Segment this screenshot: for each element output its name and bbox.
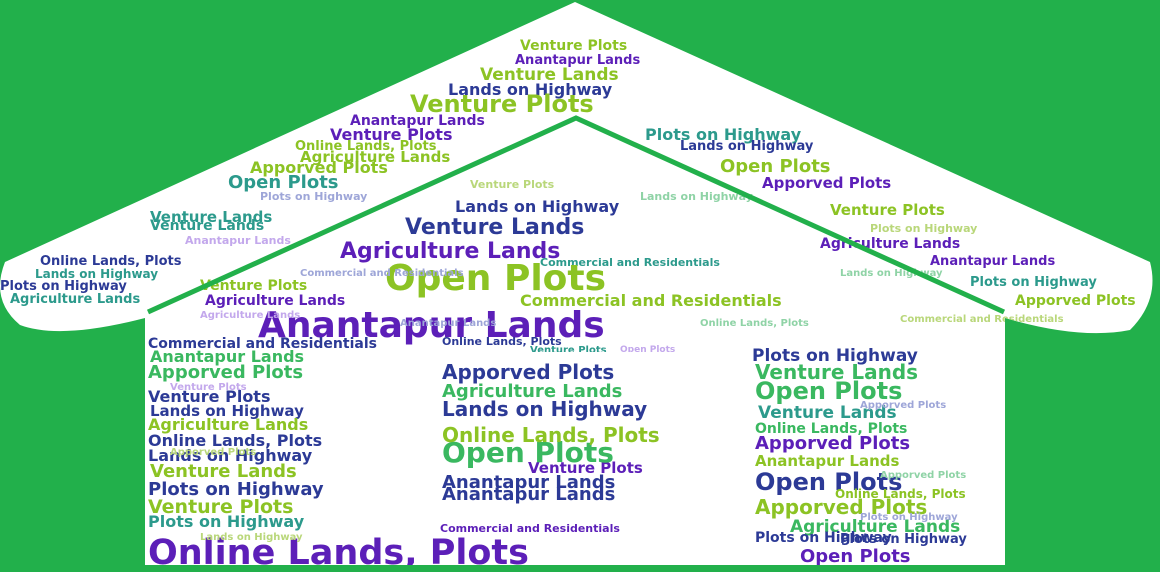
cloud-word: Plots on Highway [148,479,324,500]
cloud-word-faint: Commercial and Residentials [300,268,464,279]
cloud-word: Anantapur Lands [442,472,615,493]
cloud-word: Anantapur Lands [150,347,304,366]
cloud-word: Open Plots [755,468,902,496]
cloud-word: Venture Lands [405,215,584,240]
cloud-word: Agriculture Lands [340,239,560,264]
window-panel [412,352,744,522]
cloud-word: Agriculture Lands [10,292,140,307]
cloud-word: Anantapur Lands [515,53,640,68]
cloud-word: Commercial and Residentials [520,291,782,310]
cloud-word-faint: Venture Plots [470,178,555,191]
cloud-word-faint: Agriculture Lands [200,310,300,321]
cloud-word: Lands on Highway [448,80,613,99]
cloud-word: Apporved Plots [762,174,891,192]
cloud-word: Lands on Highway [442,397,647,421]
cloud-word: Venture Plots [148,496,293,518]
cloud-word-faint: Venture Plots [170,382,247,393]
cloud-word: Apporved Plots [442,360,614,384]
cloud-word: Agriculture Lands [148,415,308,434]
cloud-word: Open Plots [800,546,911,567]
cloud-word: Plots on Highway [752,346,918,366]
cloud-word: Apporved Plots [1015,293,1136,309]
cloud-word: Venture Plots [200,278,307,294]
cloud-word: Lands on Highway [148,446,313,465]
cloud-word: Plots on Highway [645,125,802,144]
cloud-word: Online Lands, Plots [442,423,660,447]
cloud-word: Lands on Highway [680,139,814,154]
cloud-word: Agriculture Lands [820,236,960,252]
cloud-word: Venture Plots [530,345,607,356]
cloud-word: Open Plots [720,156,831,177]
cloud-word: Agriculture Lands [790,517,960,537]
cloud-word: Venture Lands [480,65,619,85]
cloud-word: Venture Lands [150,218,264,234]
cloud-word-faint: Plots on Highway [870,222,977,235]
cloud-word: Plots on Highway [0,279,127,294]
cloud-word-faint: Apporved Plots [880,470,966,481]
cloud-word: Venture Lands [758,403,897,423]
cloud-word: Open Plots [228,172,339,193]
cloud-word-faint: Apporved Plots [860,400,946,411]
cloud-word: Online Lands, Plots [40,254,182,269]
cloud-word-faint: Anantapur Lands [400,318,496,329]
cloud-word: Online Lands, Plots [442,335,562,348]
cloud-word: Plots on Highway [840,532,967,547]
cloud-word-faint: Plots on Highway [260,190,367,203]
cloud-word: Online Lands, Plots [835,487,966,501]
cloud-word: Anantapur Lands [755,452,900,470]
cloud-word: Lands on Highway [455,197,620,216]
cloud-word: Open Plots [442,436,614,469]
cloud-word: Online Lands, Plots [148,533,529,572]
cloud-word-faint: Online Lands, Plots [700,318,809,329]
cloud-word: Agriculture Lands [442,381,622,402]
cloud-word: Online Lands, Plots [295,139,437,154]
cloud-word: Anantapur Lands [442,484,615,505]
cloud-word: Plots on Highway [755,530,892,546]
cloud-word: Venture Lands [150,208,272,226]
cloud-word: Commercial and Residentials [148,336,377,352]
cloud-word: Lands on Highway [35,267,158,281]
cloud-word: Venture Plots [520,38,627,54]
cloud-word-faint: Lands on Highway [640,190,753,203]
cloud-word: Venture Lands [755,360,918,384]
cloud-word: Open Plots [385,258,606,299]
cloud-word-faint: Lands on Highway [840,268,943,279]
cloud-word: Venture Plots [148,387,270,406]
cloud-word-faint: Plots on Highway [860,512,958,523]
cloud-word: Venture Plots [410,90,594,118]
cloud-word: Online Lands, Plots [148,431,322,450]
cloud-word: Apporved Plots [755,433,910,454]
cloud-word: Anantapur Lands [930,254,1055,269]
cloud-word: Agriculture Lands [205,293,345,309]
cloud-word: Commercial and Residentials [540,256,720,269]
cloud-word: Venture Plots [330,125,452,144]
cloud-word: Agriculture Lands [300,148,450,166]
cloud-word-faint: Open Plots [620,345,675,355]
cloud-word: Venture Plots [528,459,643,477]
cloud-word-faint: Commercial and Residentials [900,314,1064,325]
cloud-word: Plots on Highway [970,275,1097,290]
cloud-word: Anantapur Lands [350,113,485,129]
cloud-word-faint: Lands on Highway [200,532,303,543]
cloud-word: Apporved Plots [755,495,927,519]
cloud-word: Plots on Highway [148,512,305,531]
cloud-word: Venture Lands [150,461,297,482]
cloud-word: Online Lands, Plots [755,421,907,437]
cloud-word: Apporved Plots [250,158,388,177]
house-silhouette [0,2,1153,565]
cloud-word-faint: Apporved Plots [170,447,256,458]
cloud-word: Venture Plots [830,201,945,219]
cloud-word: Commercial and Residentials [440,522,620,535]
cloud-word: Open Plots [755,377,902,405]
cloud-word: Anantapur Lands [258,305,605,346]
cloud-word-faint: Anantapur Lands [185,234,291,247]
inner-roof-line [146,115,1006,315]
cloud-word: Apporved Plots [148,362,303,383]
cloud-word: Lands on Highway [150,402,304,420]
